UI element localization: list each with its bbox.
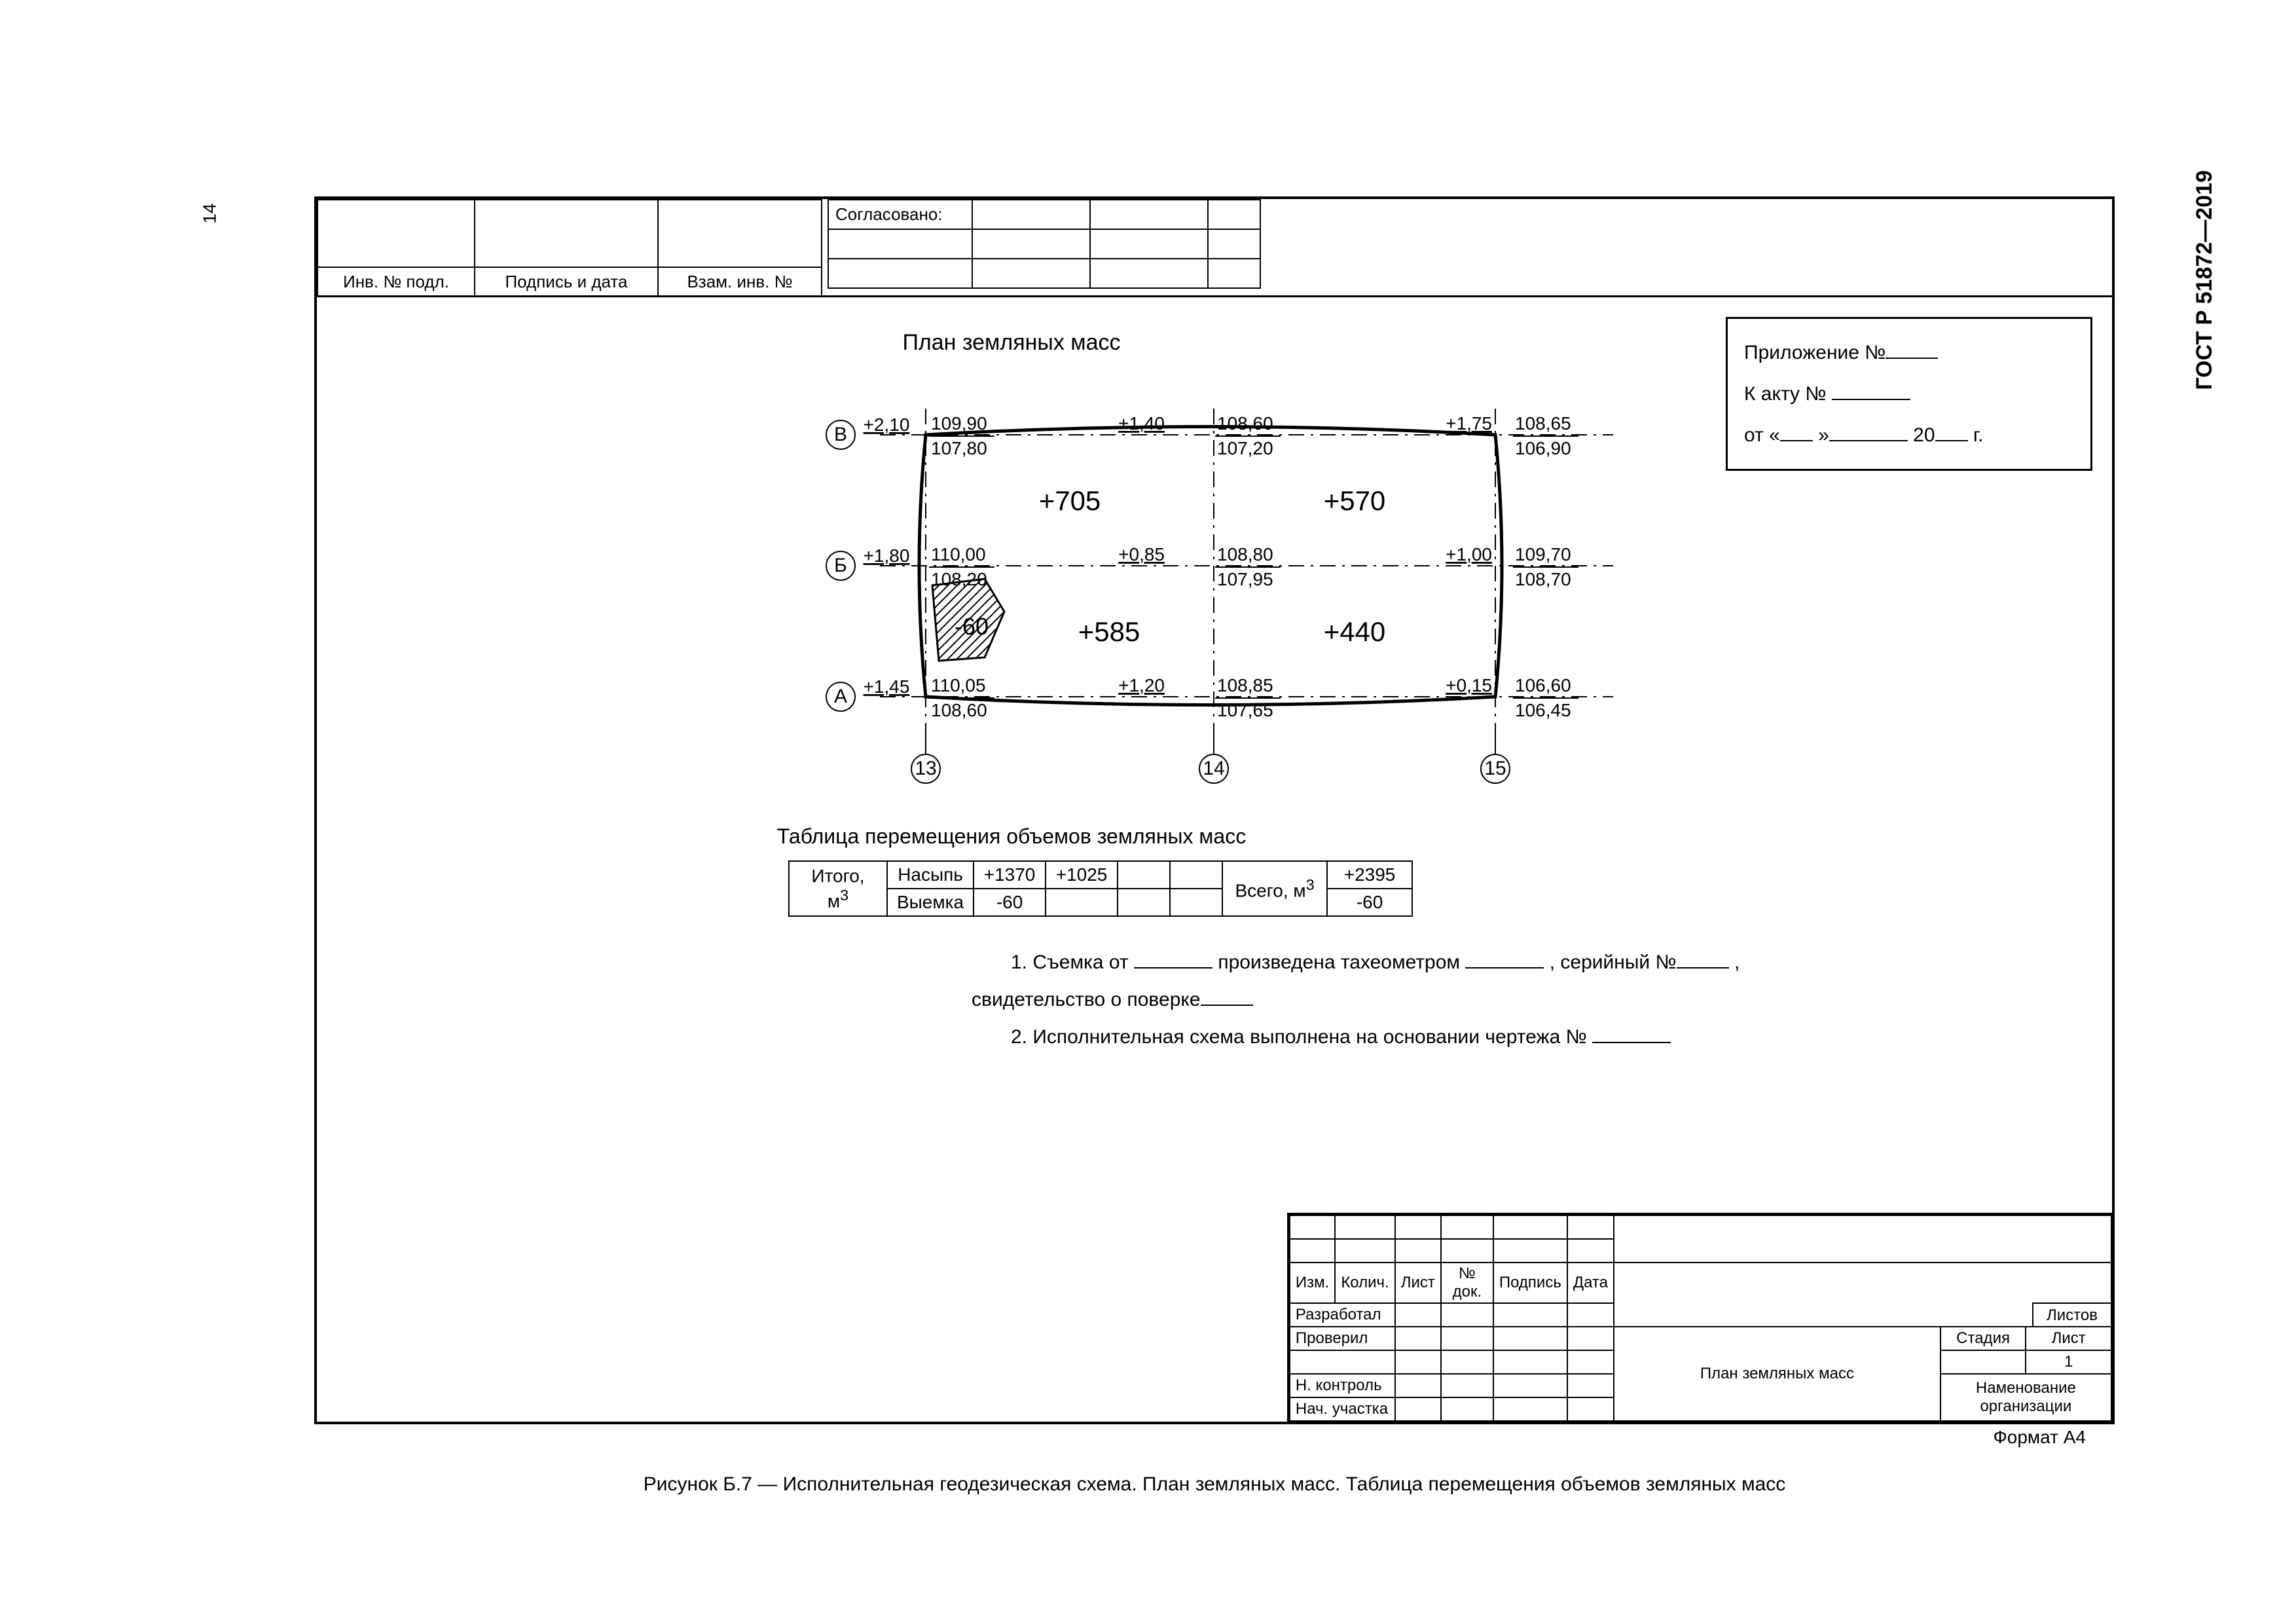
tb-h-ndok: № док.: [1441, 1263, 1493, 1303]
svg-text:13: 13: [915, 758, 936, 779]
tb-row-blank: [1290, 1350, 1395, 1374]
tb-h-kolich: Колич.: [1335, 1263, 1394, 1303]
svg-text:108,70: 108,70: [1515, 569, 1571, 589]
svg-text:108,60: 108,60: [1217, 413, 1273, 434]
volumes-title: Таблица перемещения объемов земляных мас…: [317, 824, 1706, 849]
svg-text:108,20: 108,20: [931, 569, 987, 589]
svg-text:+0,85: +0,85: [1118, 544, 1165, 564]
tb-org: Наменование организации: [1941, 1374, 2111, 1421]
volumes-table: Итого, м3 Насыпь +1370 +1025 Всего, м3 +…: [788, 860, 1413, 917]
drawing-frame: Инв. № подл. Подпись и дата Взам. инв. №…: [314, 196, 2115, 1424]
svg-text:+1,40: +1,40: [1118, 413, 1165, 434]
appendix-line1: Приложение №: [1744, 342, 1886, 363]
appendix-from-4: г.: [1973, 424, 1984, 446]
svg-text:+440: +440: [1324, 616, 1386, 647]
svg-text:14: 14: [1203, 758, 1224, 779]
tb-stage-h: Стадия: [1941, 1327, 2026, 1350]
svg-text:Б: Б: [834, 555, 847, 576]
page-number-side: 14: [200, 203, 221, 223]
agree-label: Согласовано:: [828, 200, 972, 229]
svg-text:В: В: [834, 424, 847, 445]
vol-r2c1: -60: [974, 889, 1046, 916]
note1-b: произведена тахеометром: [1218, 951, 1460, 973]
svg-text:107,20: 107,20: [1217, 438, 1273, 458]
vol-t1: +2395: [1327, 861, 1412, 889]
svg-text:+0,15: +0,15: [1446, 675, 1492, 695]
page: ГОСТ Р 51872—2019 14 Инв. № подл. Подпис…: [0, 0, 2296, 1624]
note1-c: , серийный №: [1550, 951, 1677, 973]
tb-sheets-h: Листов: [2032, 1302, 2111, 1326]
title-block: Изм. Колич. Лист № док. Подпись Дата Раз…: [1287, 1213, 2112, 1422]
svg-text:+585: +585: [1078, 616, 1140, 647]
plan-diagram: В +2,10 109,90 107,80 +1,40 108,60 107,20 +1,75…: [742, 369, 1692, 795]
note1-d: ,: [1734, 951, 1740, 973]
tb-mid-title: План земляных масс: [1614, 1327, 1941, 1421]
vol-t2: -60: [1327, 889, 1412, 916]
svg-text:109,70: 109,70: [1515, 544, 1571, 564]
vol-vsego-label: Всего, м3: [1222, 861, 1327, 916]
svg-text:+1,80: +1,80: [864, 545, 910, 566]
svg-text:107,65: 107,65: [1217, 700, 1273, 720]
top-header-row: Инв. № подл. Подпись и дата Взам. инв. №…: [317, 199, 2112, 297]
svg-text:+705: +705: [1039, 485, 1101, 516]
svg-text:108,60: 108,60: [931, 700, 987, 720]
note1-e: свидетельство о поверке: [972, 989, 1201, 1010]
standard-id: ГОСТ Р 51872—2019: [2192, 170, 2217, 390]
svg-text:110,05: 110,05: [931, 675, 986, 695]
svg-text:106,45: 106,45: [1515, 700, 1571, 720]
vol-total-label: Итого, м3: [789, 861, 887, 916]
appendix-line2: К акту №: [1744, 383, 1827, 405]
tb-h-data: Дата: [1567, 1263, 1614, 1303]
hdr-vzam: Взам. инв. №: [658, 267, 822, 297]
svg-text:106,60: 106,60: [1515, 675, 1571, 695]
appendix-from-1: от «: [1744, 424, 1780, 446]
vol-r2c2: [1046, 889, 1118, 916]
agree-table: Согласовано:: [828, 199, 1261, 289]
vol-nasyp: Насыпь: [887, 861, 974, 889]
tb-nach: Нач. участка: [1290, 1397, 1395, 1421]
vol-vyemka: Выемка: [887, 889, 974, 916]
vol-r1c1: +1370: [974, 861, 1046, 889]
notes: 1. Съемка от произведена тахеометром , с…: [972, 946, 2092, 1058]
tb-razrab: Разработал: [1290, 1303, 1395, 1327]
figure-caption: Рисунок Б.7 — Исполнительная геодезическ…: [314, 1473, 2115, 1496]
tb-proveril: Проверил: [1290, 1327, 1395, 1350]
signature-table: Инв. № подл. Подпись и дата Взам. инв. №: [317, 199, 822, 297]
svg-text:+1,20: +1,20: [1118, 675, 1165, 695]
svg-text:+1,75: +1,75: [1446, 413, 1492, 434]
svg-text:-60: -60: [955, 613, 989, 640]
svg-text:107,80: 107,80: [931, 438, 987, 458]
tb-sheet-h: Лист: [2026, 1327, 2111, 1350]
svg-text:108,80: 108,80: [1217, 544, 1273, 564]
format-label: Формат А4: [1994, 1427, 2086, 1448]
svg-text:+1,45: +1,45: [864, 676, 910, 697]
hdr-inv: Инв. № подл.: [318, 267, 475, 297]
tb-h-podpis: Подпись: [1493, 1263, 1567, 1303]
tb-h-izm: Изм.: [1290, 1263, 1335, 1303]
tb-nkontrol: Н. контроль: [1290, 1374, 1395, 1397]
svg-text:15: 15: [1484, 758, 1506, 779]
svg-text:109,90: 109,90: [931, 413, 987, 434]
svg-text:+1,00: +1,00: [1446, 544, 1492, 564]
svg-text:108,85: 108,85: [1217, 675, 1273, 695]
appendix-from-2: »: [1818, 424, 1829, 446]
svg-text:+570: +570: [1324, 485, 1386, 516]
hdr-sign: Подпись и дата: [475, 267, 658, 297]
appendix-from-3: 20: [1913, 424, 1935, 446]
note1-a: 1. Съемка от: [1011, 951, 1129, 973]
tb-sheets-val: 1: [2026, 1350, 2111, 1374]
svg-text:108,65: 108,65: [1515, 413, 1571, 434]
svg-text:107,95: 107,95: [1217, 569, 1273, 589]
plan-title: План земляных масс: [317, 330, 1706, 356]
svg-text:106,90: 106,90: [1515, 438, 1571, 458]
svg-text:А: А: [834, 686, 847, 707]
vol-r1c2: +1025: [1046, 861, 1118, 889]
svg-text:110,00: 110,00: [931, 544, 986, 564]
note2-a: 2. Исполнительная схема выполнена на осн…: [1011, 1026, 1587, 1048]
svg-text:+2,10: +2,10: [864, 415, 910, 435]
tb-h-list: Лист: [1395, 1263, 1441, 1303]
appendix-box: Приложение № К акту № от « » 20 г.: [1726, 317, 2092, 471]
